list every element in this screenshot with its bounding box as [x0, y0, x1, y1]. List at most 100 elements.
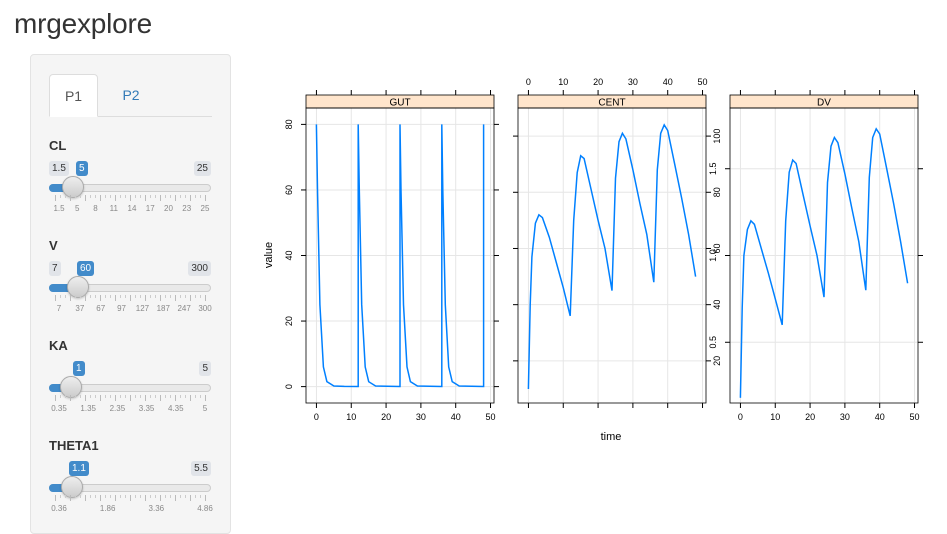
- slider-grid-tick: [95, 295, 96, 298]
- slider-label: THETA1: [49, 438, 99, 453]
- slider-max-badge: 5.5: [191, 461, 211, 476]
- slider-grid-tick: [85, 295, 86, 301]
- x-tick-label: 30: [628, 77, 638, 87]
- strip-label: CENT: [598, 98, 625, 109]
- slider-value-badge: 1.1: [69, 461, 89, 476]
- slider-grid-label: 187: [156, 304, 170, 313]
- slider-grid-tick: [115, 495, 116, 501]
- slider-grid-label: 8: [93, 204, 98, 213]
- slider-min-badge: 1.5: [49, 161, 69, 176]
- slider-grid-tick: [195, 395, 196, 398]
- slider-grid-tick: [175, 295, 176, 301]
- slider-grid-tick: [65, 395, 66, 398]
- slider-grid-tick: [185, 195, 186, 198]
- slider-grid-tick: [120, 195, 121, 198]
- x-tick-label: 30: [416, 412, 426, 422]
- x-tick-label: 10: [558, 77, 568, 87]
- slider-grid-tick: [135, 495, 136, 498]
- slider-grid-tick: [175, 395, 176, 401]
- panel-gut: GUT 0 10 20 30 40 50 0 20 40 60 80: [284, 90, 499, 422]
- x-tick-label: 30: [840, 412, 850, 422]
- slider-grid-tick: [150, 395, 151, 398]
- slider-grid-tick: [110, 195, 111, 198]
- slider-grid-tick: [140, 195, 141, 198]
- slider-grid-tick: [105, 195, 106, 198]
- slider-grid-label: 247: [177, 304, 191, 313]
- slider-grid-tick: [190, 195, 191, 201]
- slider-grid-label: 25: [200, 204, 210, 213]
- slider-grid-tick: [175, 195, 176, 201]
- tab-p1[interactable]: P1: [49, 74, 98, 117]
- strip-label: DV: [817, 98, 831, 109]
- sidebar-panel: P1 P2 CL 1.5 5 25 1.5 5 8 11 14 17 20 23 25 V 7 …: [30, 54, 231, 534]
- slider-grid-tick: [145, 295, 146, 301]
- slider-grid-tick: [160, 195, 161, 201]
- slider-grid-tick: [75, 195, 76, 198]
- series-line: [315, 124, 485, 388]
- slider-grid-tick: [190, 395, 191, 401]
- slider-grid: [49, 495, 211, 501]
- slider-grid-tick: [100, 295, 101, 301]
- slider-label: CL: [49, 138, 67, 153]
- tab-bar: P1 P2: [49, 74, 212, 117]
- slider-max-badge: 300: [188, 261, 211, 276]
- slider-grid: [49, 195, 211, 201]
- app-title: mrgexplore: [14, 8, 153, 39]
- slider-handle[interactable]: [62, 176, 85, 198]
- slider-grid-tick: [140, 495, 141, 498]
- x-tick-label: 40: [875, 412, 885, 422]
- x-tick-label: 50: [698, 77, 708, 87]
- slider-grid-tick: [55, 295, 56, 301]
- tab-p2[interactable]: P2: [122, 87, 140, 103]
- slider-grid-tick: [165, 295, 166, 298]
- slider-grid-tick: [180, 495, 181, 498]
- slider-grid-tick: [105, 395, 106, 398]
- slider-handle[interactable]: [61, 476, 84, 498]
- x-tick-label: 10: [770, 412, 780, 422]
- slider-grid-tick: [80, 495, 81, 498]
- slider-grid-tick: [105, 295, 106, 298]
- slider-grid-tick: [170, 395, 171, 398]
- slider-grid-tick: [195, 195, 196, 198]
- slider-grid-label: 1.5: [53, 204, 65, 213]
- slider-min-badge: 7: [49, 261, 61, 276]
- x-tick-label: 50: [910, 412, 920, 422]
- slider-grid-tick: [165, 395, 166, 398]
- x-axis-title: time: [601, 431, 622, 443]
- x-tick-label: 20: [805, 412, 815, 422]
- slider-grid-label: 3.35: [138, 404, 155, 413]
- slider-grid-tick: [165, 495, 166, 498]
- slider-grid-label: 4.86: [197, 504, 213, 513]
- slider-max-badge: 25: [193, 161, 211, 176]
- slider-grid-tick: [80, 395, 81, 398]
- slider-grid-tick: [65, 195, 66, 198]
- slider-grid-tick: [110, 295, 111, 298]
- slider-grid-tick: [90, 195, 91, 198]
- slider-value-badge: 5: [76, 161, 88, 176]
- slider-grid-tick: [185, 295, 186, 298]
- slider-grid: [49, 295, 211, 301]
- x-tick-label: 20: [381, 412, 391, 422]
- slider-grid-label: 17: [145, 204, 155, 213]
- slider-grid-tick: [185, 395, 186, 398]
- y-tick-label: 0: [284, 384, 294, 389]
- series-line: [527, 123, 697, 390]
- slider-handle[interactable]: [67, 276, 90, 298]
- slider-grid-label: 97: [117, 304, 127, 313]
- slider-grid-tick: [195, 295, 196, 298]
- slider-label: V: [49, 238, 58, 253]
- slider-grid-tick: [200, 395, 201, 398]
- slider-grid-tick: [65, 495, 66, 498]
- slider-grid-label: 4.35: [168, 404, 184, 413]
- y-axis-title: value: [263, 242, 275, 268]
- slider-handle[interactable]: [60, 376, 83, 398]
- slider-grid-tick: [95, 395, 96, 398]
- slider-grid-tick: [60, 195, 61, 198]
- slider-grid-tick: [130, 295, 131, 301]
- slider-grid-tick: [95, 495, 96, 498]
- slider-grid-tick: [75, 295, 76, 298]
- slider-grid-tick: [95, 195, 96, 198]
- y-tick-label: 20: [712, 356, 722, 366]
- y-tick-label: 60: [712, 243, 722, 253]
